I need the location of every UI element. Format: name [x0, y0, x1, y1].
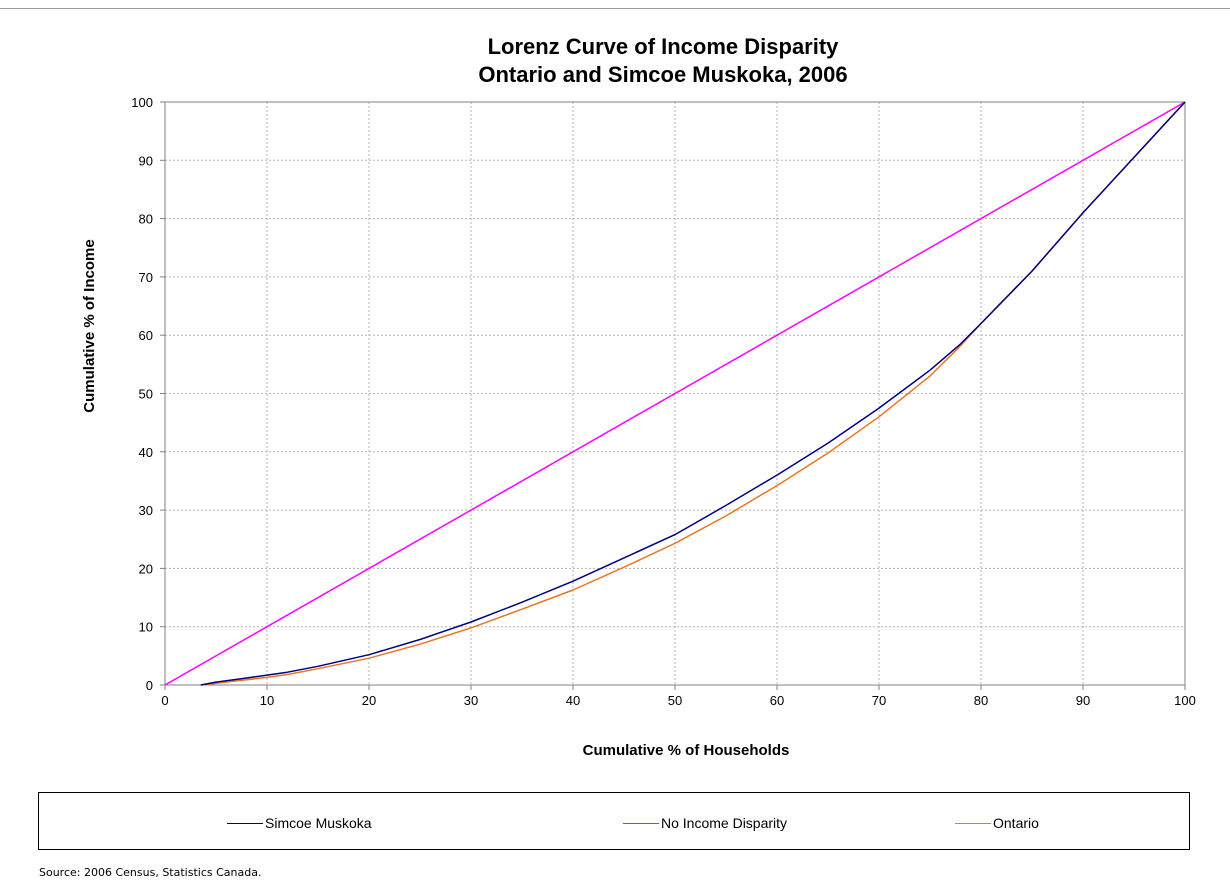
series-layer: [164, 101, 1186, 686]
legend: Simcoe Muskoka No Income Disparity Ontar…: [38, 792, 1190, 850]
x-tick-label: 80: [974, 693, 988, 708]
x-tick-label: 60: [770, 693, 784, 708]
legend-swatch-simcoe-muskoka: [227, 822, 263, 824]
chart-title-line-1: Lorenz Curve of Income Disparity: [488, 34, 840, 59]
source-note: Source: 2006 Census, Statistics Canada.: [39, 866, 262, 879]
x-tick-label: 100: [1174, 693, 1196, 708]
y-tick-label: 40: [139, 445, 153, 460]
y-tick-label: 90: [139, 153, 153, 168]
y-tick-label: 100: [131, 95, 153, 110]
y-tick-label: 60: [139, 328, 153, 343]
x-tick-label: 30: [464, 693, 478, 708]
x-axis-title: Cumulative % of Households: [583, 742, 790, 759]
x-tick-label: 10: [260, 693, 274, 708]
y-tick-label: 20: [139, 561, 153, 576]
legend-item-simcoe-muskoka: Simcoe Muskoka: [227, 815, 372, 831]
top-divider: [0, 8, 1230, 9]
lorenz-chart: 0 10 20 30 40 50 60 70 80 90 100 0 10 20 30 40 50 60 70 80 9…: [81, 34, 1196, 759]
y-axis-title: Cumulative % of Income: [81, 239, 98, 412]
legend-label-no-income-disparity: No Income Disparity: [661, 815, 788, 831]
legend-item-no-income-disparity: No Income Disparity: [623, 815, 787, 831]
x-tick-label: 0: [161, 693, 168, 708]
chart-title-line-2: Ontario and Simcoe Muskoka, 2006: [478, 62, 847, 87]
series-line-simcoe-muskoka: [200, 101, 1186, 686]
y-tick-label: 80: [139, 212, 153, 227]
x-tick-label: 50: [668, 693, 682, 708]
y-tick-label: 70: [139, 270, 153, 285]
legend-swatch-ontario: [955, 822, 991, 824]
y-tick-label: 30: [139, 503, 153, 518]
y-tick-label: 0: [146, 678, 153, 693]
y-tick-label: 10: [139, 620, 153, 635]
legend-label-simcoe-muskoka: Simcoe Muskoka: [265, 815, 372, 831]
legend-item-ontario: Ontario: [955, 815, 1039, 831]
tick-labels: 0 10 20 30 40 50 60 70 80 90 100 0 10 20 30 40 50 60 70 80 9…: [131, 95, 1196, 708]
x-tick-label: 70: [872, 693, 886, 708]
series-line-no-income-disparity: [164, 101, 1186, 686]
legend-label-ontario: Ontario: [993, 815, 1039, 831]
x-tick-label: 40: [566, 693, 580, 708]
legend-swatch-no-income-disparity: [623, 822, 659, 824]
y-tick-label: 50: [139, 387, 153, 402]
x-tick-label: 90: [1076, 693, 1090, 708]
grid: [165, 102, 1185, 685]
x-tick-label: 20: [362, 693, 376, 708]
